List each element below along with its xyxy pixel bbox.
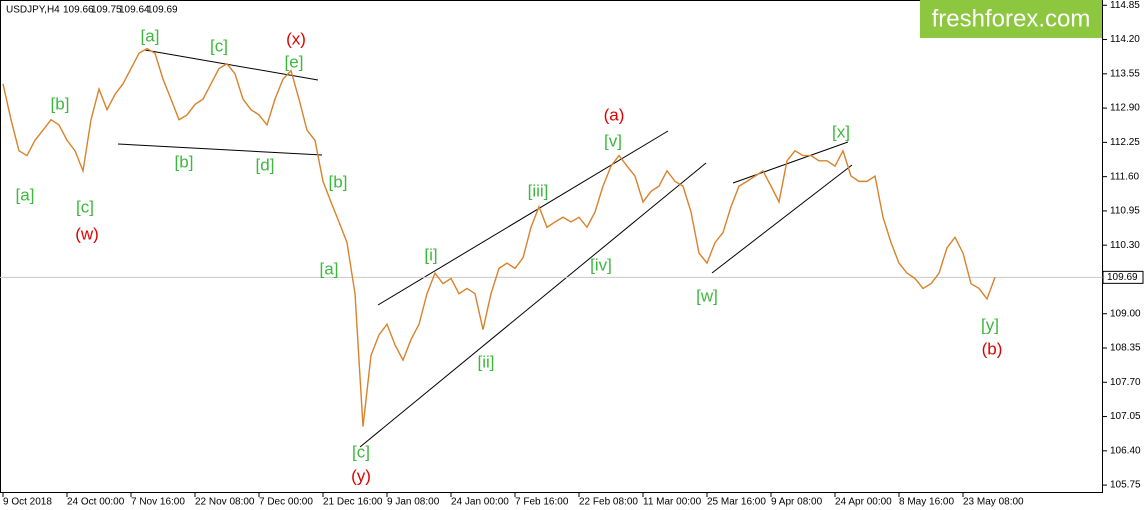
ohlc-value: 109.69 [147,5,178,16]
price-line [2,47,996,427]
y-tick-label: 108.35 [1110,343,1141,354]
y-tick-label: 109.00 [1110,308,1141,319]
trend-line [732,141,849,184]
x-tick-label: 24 Oct 00:00 [67,497,125,508]
trend-lines [117,49,853,448]
y-tick-label: 106.40 [1110,445,1141,456]
wave-label: [b] [175,152,194,171]
wave-label: [c] [352,442,370,461]
x-tick-label: 8 May 16:00 [899,497,954,508]
wave-label: (w) [75,224,99,243]
x-tick-label: 22 Feb 08:00 [579,497,638,508]
x-tick-label: 23 May 08:00 [963,497,1024,508]
y-tick-label: 111.60 [1110,171,1140,182]
last-price-label: 109.69 [1107,272,1138,283]
wave-label: [y] [981,315,999,334]
trend-line [377,130,669,306]
x-tick-label: 9 Apr 08:00 [771,497,823,508]
y-tick-label: 114.20 [1110,34,1140,45]
y-tick-label: 107.05 [1110,411,1141,422]
x-tick-label: 9 Oct 2018 [3,497,52,508]
wave-label: (y) [351,466,371,485]
wave-label: [a] [16,185,35,204]
wave-label: [a] [320,259,339,278]
last-price-box [1102,270,1144,284]
ohlc-value: 109.64 [119,5,150,16]
wave-label: (x) [286,29,306,48]
x-tick-label: 24 Jan 00:00 [451,497,509,508]
wave-label: [b] [329,172,348,191]
wave-label: [x] [832,122,850,141]
x-tick-label: 9 Jan 08:00 [387,497,440,508]
wave-label: [d] [256,155,275,174]
y-tick-label: 112.90 [1110,103,1140,114]
wave-label: [a] [141,26,160,45]
trend-line [711,164,853,274]
wave-label: [e] [285,52,304,71]
plot-frame [0,0,1103,493]
trend-line [359,162,707,448]
y-tick-label: 113.55 [1110,68,1140,79]
wave-label: [iii] [528,181,549,200]
x-tick-label: 21 Dec 16:00 [323,497,383,508]
y-tick-label: 110.95 [1110,206,1140,217]
logo-box [920,0,1102,38]
wave-label: [ii] [478,352,495,371]
wave-label: [b] [51,94,70,113]
wave-label: [iv] [590,255,612,274]
ohlc-value: 109.75 [91,5,122,16]
wave-label: [c] [210,36,228,55]
x-tick-label: 11 Mar 00:00 [643,497,702,508]
x-tick-label: 22 Nov 08:00 [195,497,255,508]
x-tick-label: 25 Mar 16:00 [707,497,766,508]
x-tick-label: 7 Nov 16:00 [131,497,185,508]
y-tick-label: 107.70 [1110,377,1141,388]
x-tick-label: 7 Dec 00:00 [259,497,313,508]
wave-label: (a) [604,105,625,124]
y-tick-label: 114.85 [1110,0,1140,11]
wave-label: [v] [604,131,622,150]
logo: freshforex.com [932,5,1091,32]
ohlc-value: 109.66 [63,5,94,16]
y-tick-label: 105.75 [1110,480,1141,491]
wave-label: (b) [982,339,1003,358]
trend-line [117,143,323,156]
y-tick-label: 112.25 [1110,137,1140,148]
x-tick-label: 24 Apr 00:00 [835,497,892,508]
symbol: USDJPY,H4 [6,5,60,16]
wave-label: [i] [424,245,437,264]
x-tick-label: 7 Feb 16:00 [515,497,569,508]
trend-line [144,49,319,81]
wave-label: [w] [696,286,718,305]
y-tick-label: 110.30 [1110,240,1140,251]
wave-label: [c] [76,197,94,216]
